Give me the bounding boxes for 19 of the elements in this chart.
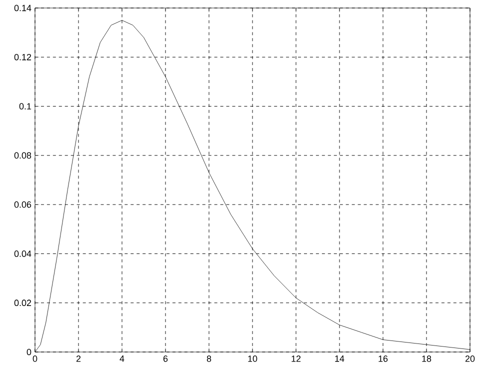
x-tick-label: 12 [292,356,301,362]
x-tick-label: 18 [422,356,432,362]
x-tick-label: 6 [163,356,168,362]
x-tick-label: 2 [76,356,81,362]
y-tick-label: 0.14 [14,4,32,12]
y-tick-label: 0.06 [14,201,32,208]
x-tick-label: 14 [335,356,344,362]
x-tick-label: 10 [248,356,258,362]
x-tick-label: 8 [206,356,212,362]
y-tick-label: 0.12 [14,54,32,60]
y-tick-label: 0.02 [14,300,32,306]
x-tick-label: 0 [32,356,38,362]
y-tick-label: 0.08 [14,152,32,159]
x-tick-label: 4 [120,356,124,362]
x-tick-label: 20 [465,356,475,362]
x-tick-label: 16 [378,356,388,362]
y-tick-label: 0 [26,348,32,356]
y-tick-label: 0.1 [19,103,32,110]
y-tick-label: 0.04 [14,250,32,257]
